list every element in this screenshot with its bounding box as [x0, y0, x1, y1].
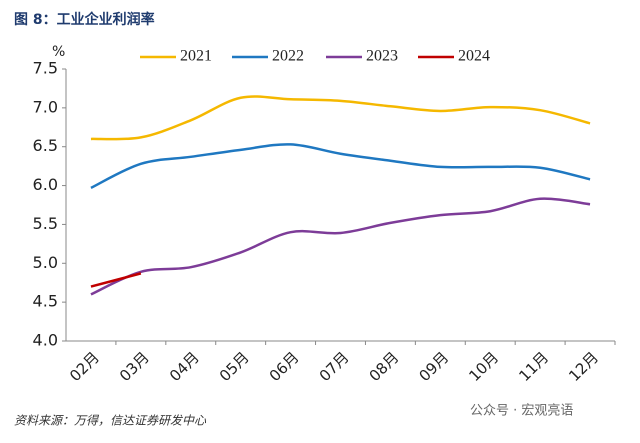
x-tick-label: 02月 — [66, 348, 103, 385]
line-series — [90, 143, 591, 190]
line-series — [90, 197, 591, 296]
y-tick-label: 4.5 — [33, 292, 58, 311]
x-tick-label: 11月 — [515, 348, 552, 385]
chart-title: 图 8：工业企业利润率 — [14, 11, 155, 28]
x-tick-label: 05月 — [216, 348, 253, 385]
y-tick-label: 7.0 — [33, 97, 58, 116]
x-tick-label: 07月 — [316, 348, 353, 385]
y-tick-label: 4.0 — [33, 331, 58, 350]
watermark: 公众号 · 宏观亮语 — [470, 403, 573, 419]
y-tick-label: 5.5 — [33, 214, 58, 233]
y-tick-label: 6.5 — [33, 136, 58, 155]
x-tick-label: 04月 — [166, 348, 203, 385]
y-tick-label: 7.5 — [33, 59, 58, 78]
legend-label: 2022 — [272, 48, 304, 65]
legend-label: 2024 — [458, 48, 490, 65]
x-tick-label: 06月 — [266, 348, 303, 385]
legend-label: 2023 — [366, 48, 398, 65]
line-series — [90, 272, 142, 288]
x-tick-label: 09月 — [415, 348, 452, 385]
line-series — [90, 95, 591, 141]
y-tick-label: 5.0 — [33, 253, 58, 272]
x-tick-label: 08月 — [366, 348, 403, 385]
source: 资料来源：万得，信达证券研发中心 — [14, 414, 207, 428]
y-tick-label: 6.0 — [33, 175, 58, 194]
x-tick-label: 10月 — [465, 348, 502, 385]
y-unit: % — [52, 44, 65, 60]
legend-label: 2021 — [180, 48, 212, 65]
x-tick-label: 12月 — [565, 348, 602, 385]
x-tick-label: 03月 — [116, 348, 153, 385]
